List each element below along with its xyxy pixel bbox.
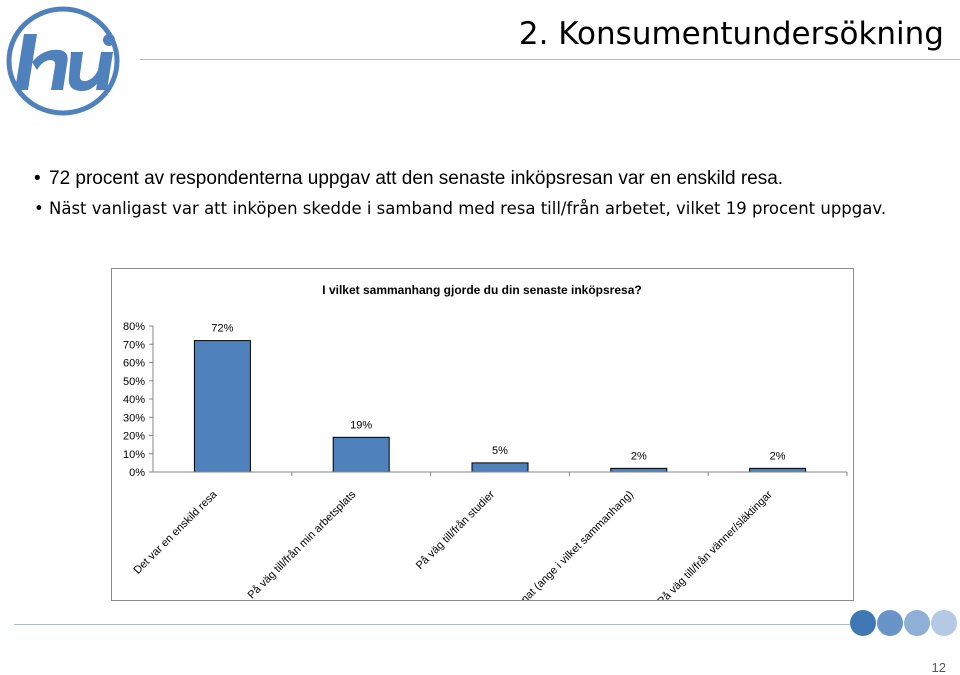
bar-3 bbox=[471, 462, 529, 473]
bar-chart: I vilket sammanhang gjorde du din senast… bbox=[123, 283, 848, 600]
bar-value-label: 5% bbox=[492, 445, 508, 457]
y-tick-label: 70% bbox=[123, 339, 145, 351]
y-tick-label: 20% bbox=[123, 431, 145, 443]
y-tick-label: 10% bbox=[123, 449, 145, 461]
bullet-item-2: Näst vanligast var att inköpen skedde i … bbox=[34, 194, 886, 224]
bullet-item-1: 72 procent av respondenterna uppgav att … bbox=[34, 164, 886, 194]
decorative-circle bbox=[931, 610, 957, 636]
category-label: Det var en enskild resa bbox=[131, 488, 220, 577]
category-label: På väg till/från vänner/släktingar bbox=[656, 488, 775, 600]
page-number: 12 bbox=[931, 660, 946, 675]
bar-2 bbox=[332, 436, 390, 473]
category-label: På väg till/från studier bbox=[414, 488, 498, 572]
footer-divider bbox=[14, 624, 850, 625]
y-tick-label: 0% bbox=[129, 467, 145, 479]
bar-5 bbox=[749, 467, 807, 473]
bar-value-label: 19% bbox=[350, 419, 372, 431]
y-tick-label: 80% bbox=[123, 321, 145, 333]
hui-logo bbox=[4, 4, 122, 118]
bar-value-label: 2% bbox=[770, 450, 786, 462]
bullet-list: 72 procent av respondenterna uppgav att … bbox=[34, 164, 886, 224]
chart-title: I vilket sammanhang gjorde du din senast… bbox=[322, 283, 641, 297]
y-tick-label: 30% bbox=[123, 412, 145, 424]
y-axis: 0% 10% 20% 30% 40% 50% 60% 70% 80% bbox=[123, 321, 154, 479]
x-axis: Det var en enskild resa På väg till/från … bbox=[131, 471, 848, 600]
decorative-circle bbox=[904, 610, 930, 636]
bars: 72% 19% 5% 2% 2% bbox=[193, 323, 807, 473]
category-label: Annat (ange i vilket sammanhang) bbox=[509, 489, 636, 600]
y-tick-label: 60% bbox=[123, 358, 145, 370]
category-label: På väg till/från min arbetsplats bbox=[246, 488, 359, 600]
y-tick-label: 50% bbox=[123, 376, 145, 388]
y-tick-label: 40% bbox=[123, 394, 145, 406]
bar-1 bbox=[193, 340, 251, 473]
title-divider bbox=[140, 59, 960, 60]
decorative-circles bbox=[850, 610, 960, 640]
hui-logo-icon bbox=[6, 6, 120, 116]
chart-frame: I vilket sammanhang gjorde du din senast… bbox=[111, 268, 854, 601]
decorative-circle bbox=[850, 610, 876, 636]
bar-4 bbox=[610, 467, 668, 473]
bar-value-label: 72% bbox=[211, 323, 233, 335]
bar-value-label: 2% bbox=[631, 450, 647, 462]
decorative-circle bbox=[877, 610, 903, 636]
page-title: 2. Konsumentundersökning bbox=[518, 16, 944, 52]
